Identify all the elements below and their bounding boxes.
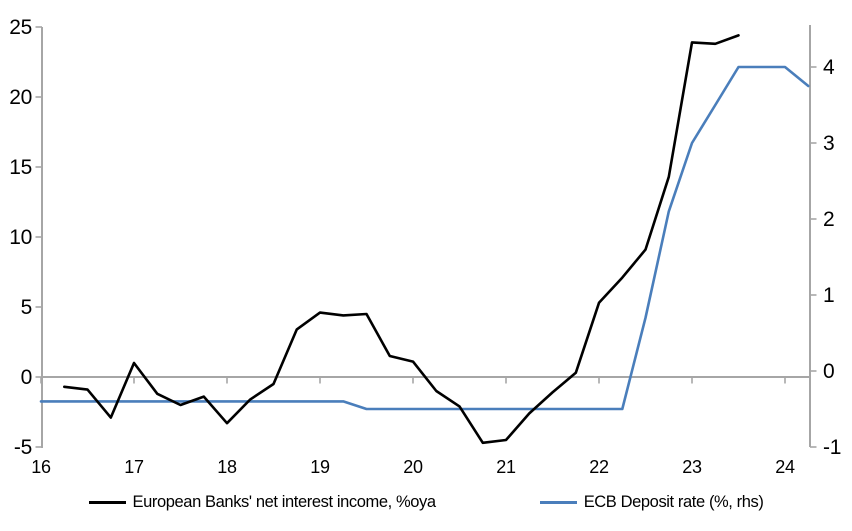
legend-item-deposit-rate: ECB Deposit rate (%, rhs): [539, 492, 764, 512]
left-axis-tick-label: 0: [21, 366, 32, 389]
deposit-rate-line: [39, 65, 810, 411]
left-axis-tick-label: 5: [21, 296, 32, 319]
x-axis-tick-label: 21: [496, 457, 516, 477]
x-axis-tick-label: 23: [682, 457, 702, 477]
x-axis-tick-label: 20: [403, 457, 423, 477]
legend-swatch-deposit-rate: [539, 500, 577, 504]
right-axis-tick-label: 0: [823, 360, 834, 383]
x-axis-tick-label: 18: [217, 457, 237, 477]
x-axis-tick-label: 17: [124, 457, 144, 477]
left-axis-tick-label: 15: [9, 156, 32, 179]
right-axis-tick-label: 1: [823, 284, 834, 307]
legend-label-nii: European Banks' net interest income, %oy…: [132, 492, 437, 511]
right-axis-tick-label: 4: [823, 56, 835, 79]
x-axis-tick-label: 22: [589, 457, 609, 477]
x-axis-tick-label: 16: [31, 457, 51, 477]
legend-label-deposit-rate: ECB Deposit rate (%, rhs): [583, 492, 764, 511]
x-axis-tick-label: 24: [775, 457, 795, 477]
left-axis-tick-label: 20: [9, 86, 32, 109]
left-axis-tick-label: 25: [9, 16, 32, 39]
legend-item-nii: European Banks' net interest income, %oy…: [88, 492, 437, 512]
right-axis-tick-label: -1: [823, 436, 841, 459]
right-axis-tick-label: 3: [823, 132, 834, 155]
right-axis-tick-label: 2: [823, 208, 834, 231]
x-axis-tick-label: 19: [310, 457, 330, 477]
left-axis-tick-label: -5: [14, 436, 32, 459]
legend-swatch-nii: [88, 500, 126, 504]
legend: European Banks' net interest income, %oy…: [0, 487, 852, 517]
left-axis-tick-label: 10: [9, 226, 32, 249]
nii-line: [63, 34, 740, 445]
